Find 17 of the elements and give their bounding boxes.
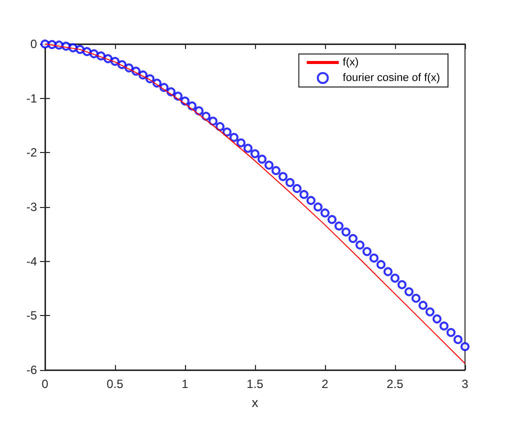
y-tick-label: 0 <box>30 37 38 51</box>
x-tick-label: 2.5 <box>386 377 404 391</box>
x-tick-label: 2 <box>322 377 329 391</box>
y-tick-label: -1 <box>26 91 38 106</box>
x-tick-label: 3 <box>462 377 469 391</box>
x-tick-label: 1.5 <box>246 377 264 391</box>
x-axis-title: x <box>252 395 259 410</box>
x-tick-label: 0.5 <box>106 377 124 391</box>
y-tick-label: -2 <box>26 146 38 160</box>
legend-label: f(x) <box>342 56 359 68</box>
legend-label: fourier cosine of f(x) <box>342 72 440 84</box>
x-tick-label: 0 <box>42 377 49 391</box>
x-tick-label: 1 <box>182 377 189 391</box>
y-tick-label: -5 <box>26 308 38 323</box>
y-tick-label: -3 <box>26 200 38 214</box>
y-tick-label: -6 <box>26 363 38 377</box>
y-tick-label: -4 <box>26 254 38 268</box>
